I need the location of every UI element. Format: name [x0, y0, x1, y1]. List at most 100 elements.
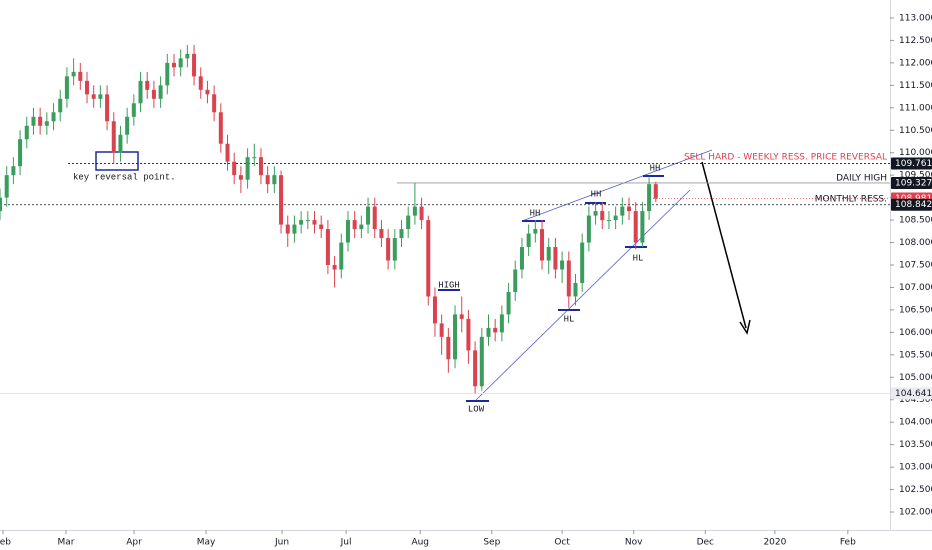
candle-body	[499, 314, 504, 333]
price-badge-label: 108.842	[895, 200, 932, 210]
y-tick-label: 104.000	[899, 418, 932, 428]
trend-line	[475, 189, 691, 401]
candle-body	[272, 175, 277, 185]
candle-body	[620, 206, 625, 216]
candle-body	[64, 76, 69, 99]
annotation: key reversal point.	[73, 172, 176, 182]
annotation: HH	[650, 163, 661, 173]
y-tick-label: 106.500	[899, 305, 932, 315]
candle-body	[453, 314, 458, 360]
candle-body	[325, 229, 330, 265]
candle-body	[218, 112, 223, 144]
candle-body	[399, 229, 404, 239]
x-tick-label: Jul	[340, 538, 352, 548]
candle-body	[412, 206, 417, 216]
candle-body	[138, 80, 143, 104]
annotation: DAILY HIGH	[836, 174, 887, 184]
annotation: LOW	[468, 404, 485, 414]
candle-body	[265, 175, 270, 185]
y-tick-label: 106.000	[899, 328, 932, 338]
y-tick-label: 103.000	[899, 463, 932, 473]
candle-body	[573, 282, 578, 297]
candle-body	[58, 98, 63, 113]
candle-body	[198, 76, 203, 90]
candle-body	[279, 175, 284, 225]
candle-body	[439, 323, 444, 337]
candle-body	[171, 62, 176, 68]
candle-body	[178, 58, 183, 68]
annotation: HH	[591, 189, 602, 199]
candle-body	[580, 242, 585, 283]
candle-body	[473, 350, 478, 387]
candle-body	[312, 220, 317, 225]
candle-body	[506, 291, 511, 315]
x-tick-label: May	[197, 538, 216, 548]
candle-body	[613, 215, 618, 221]
candle-body	[606, 220, 611, 222]
candle-body	[292, 224, 297, 234]
x-tick-label: Nov	[625, 538, 643, 548]
x-tick-label: Apr	[126, 538, 142, 548]
annotation: HL	[564, 314, 575, 324]
candle-body	[212, 94, 217, 113]
price-badge	[891, 176, 932, 189]
candle-body	[513, 269, 518, 292]
candle-body	[305, 220, 310, 222]
candle-body	[366, 206, 371, 225]
price-badge-label: 109.327	[895, 178, 932, 188]
y-tick-label: 105.000	[899, 373, 932, 383]
candle-body	[145, 80, 150, 90]
candle-body	[111, 121, 116, 153]
y-tick-label: 107.500	[899, 261, 932, 271]
candle-body	[479, 336, 484, 387]
y-tick-label: 108.000	[899, 238, 932, 248]
candle-body	[0, 197, 3, 212]
candle-body	[586, 215, 591, 243]
candle-body	[406, 215, 411, 230]
x-tick-label: Sep	[483, 538, 500, 548]
candle-body	[379, 229, 384, 239]
candle-body	[553, 247, 558, 270]
candle-body	[392, 238, 397, 261]
candle-body	[640, 211, 645, 243]
candle-body	[38, 116, 43, 126]
candle-body	[105, 94, 110, 122]
candle-body	[600, 211, 605, 221]
candle-body	[352, 220, 357, 230]
candle-body	[24, 125, 29, 140]
candle-body	[647, 184, 652, 212]
x-tick-label: Oct	[554, 538, 570, 548]
candle-body	[31, 116, 36, 126]
x-tick-label: Aug	[411, 538, 429, 548]
candle-body	[359, 224, 364, 230]
candle-body	[540, 229, 545, 261]
x-tick-label: Feb	[840, 538, 856, 548]
candle-body	[125, 116, 130, 135]
y-tick-label: 104.500	[899, 395, 932, 405]
candle-body	[4, 175, 9, 198]
candle-body	[633, 211, 638, 243]
candle-body	[131, 103, 136, 117]
price-badge	[891, 387, 932, 400]
candle-body	[51, 112, 56, 122]
price-badge-label: 109.761	[895, 159, 932, 169]
candle-body	[91, 94, 96, 99]
candle-body	[252, 157, 257, 159]
arrow-shaft	[701, 161, 747, 329]
candle-body	[345, 220, 350, 243]
candle-body	[627, 206, 632, 212]
candle-body	[258, 157, 263, 176]
candle-body	[165, 62, 170, 86]
y-tick-label: 110.500	[899, 126, 932, 136]
y-tick-label: 112.500	[899, 36, 932, 46]
y-tick-label: 111.500	[899, 81, 932, 91]
candle-body	[466, 318, 471, 351]
candle-body	[118, 134, 123, 153]
x-tick-label: Dec	[697, 538, 714, 548]
candle-body	[419, 206, 424, 221]
annotation: SELL HARD - WEEKLY RESS. PRICE REVERSAL	[684, 153, 887, 163]
y-tick-label: 102.000	[899, 508, 932, 518]
candle-body	[446, 336, 451, 360]
candle-body	[546, 247, 551, 261]
candle-body	[533, 229, 538, 234]
